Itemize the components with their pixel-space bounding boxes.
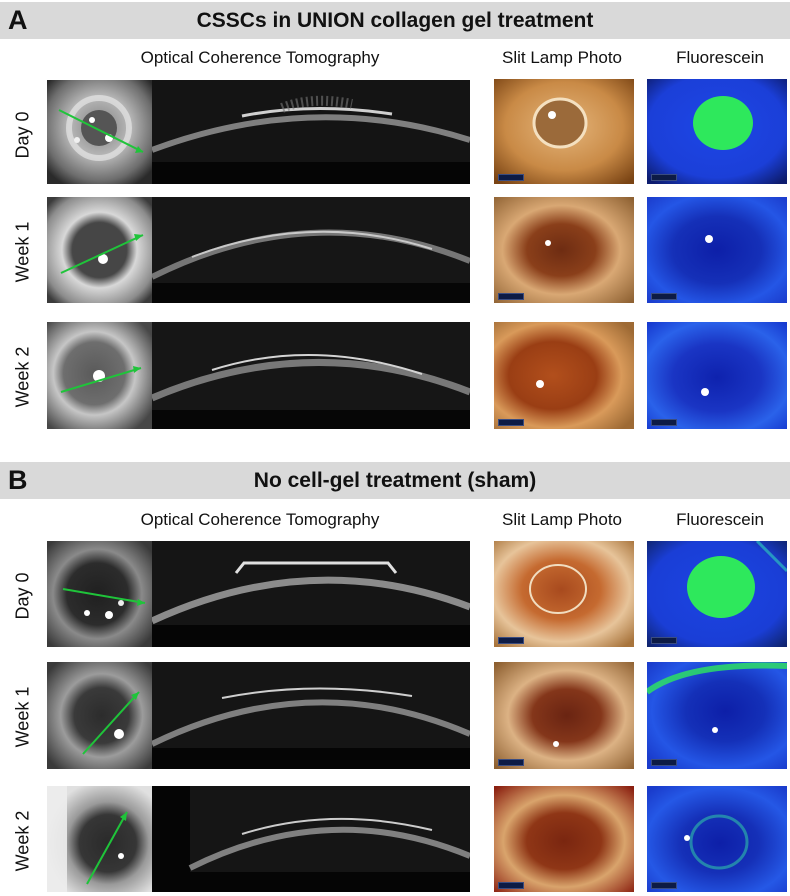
panel-b-week2-slit-lamp-photo <box>494 786 634 892</box>
panel-b-week2-fluorescein-image <box>647 786 787 892</box>
panel-a-row-label-day0: Day 0 <box>12 111 33 159</box>
panel-b-day0-ir-eye-image <box>47 541 152 647</box>
panel-b-header-oct: Optical Coherence Tomography <box>140 510 380 529</box>
panel-a-title: CSSCs in UNION collagen gel treatment <box>196 9 594 32</box>
panel-b-title: No cell-gel treatment (sham) <box>253 469 537 492</box>
panel-a-header-oct: Optical Coherence Tomography <box>140 48 380 67</box>
scale-bar <box>498 419 524 426</box>
panel-b-week1-fluorescein-image <box>647 662 787 769</box>
panel-a-header-fluor: Fluorescein <box>676 48 764 67</box>
scale-bar <box>651 174 677 181</box>
panel-a-week2-oct-scan <box>152 322 470 429</box>
panel-a-row-label-week2: Week 2 <box>12 346 33 408</box>
panel-a-week2-fluorescein-image <box>647 322 787 429</box>
panel-b-row-label-week2: Week 2 <box>12 810 33 872</box>
panel-a-header-slit: Slit Lamp Photo <box>501 48 622 67</box>
panel-a-day0-oct-scan <box>152 80 470 184</box>
panel-a-banner <box>0 2 790 39</box>
scale-bar <box>498 637 524 644</box>
scale-bar <box>498 882 524 889</box>
scale-bar <box>651 293 677 300</box>
panel-a-week2-slit-lamp-photo <box>494 322 634 429</box>
panel-a-row-label-week1: Week 1 <box>12 221 33 283</box>
scale-bar <box>651 882 677 889</box>
scale-bar <box>498 759 524 766</box>
panel-a-day0-slit-lamp-photo <box>494 79 634 184</box>
panel-b-header-slit: Slit Lamp Photo <box>501 510 622 529</box>
panel-b-day0-fluorescein-image <box>647 541 787 647</box>
panel-a-week1-slit-lamp-photo <box>494 197 634 303</box>
panel-a-day0-ir-eye-image <box>47 80 152 184</box>
scale-bar <box>651 419 677 426</box>
panel-b-letter: B <box>8 465 28 495</box>
panel-a-week2-ir-eye-image <box>47 322 152 429</box>
panel-a-day0-fluorescein-image <box>647 79 787 184</box>
panel-b-week2-oct-scan <box>152 786 470 892</box>
panel-b-week1-slit-lamp-photo <box>494 662 634 769</box>
scale-bar <box>651 637 677 644</box>
panel-a-letter: A <box>8 5 28 35</box>
panel-b-row-label-day0: Day 0 <box>12 572 33 620</box>
panel-b-row-label-week1: Week 1 <box>12 686 33 748</box>
panel-b-header-fluor: Fluorescein <box>676 510 764 529</box>
panel-b-day0-oct-scan <box>152 541 470 647</box>
panel-a-week1-ir-eye-image <box>47 197 152 303</box>
panel-b-week1-oct-scan <box>152 662 470 769</box>
scale-bar <box>651 759 677 766</box>
scale-bar <box>498 174 524 181</box>
panel-b-week1-ir-eye-image <box>47 662 152 769</box>
panel-a-week1-oct-scan <box>152 197 470 303</box>
panel-a-week1-fluorescein-image <box>647 197 787 303</box>
panel-b-banner <box>0 462 790 499</box>
panel-b-week2-ir-eye-image <box>47 786 152 892</box>
panel-b-day0-slit-lamp-photo <box>494 541 634 647</box>
scale-bar <box>498 293 524 300</box>
